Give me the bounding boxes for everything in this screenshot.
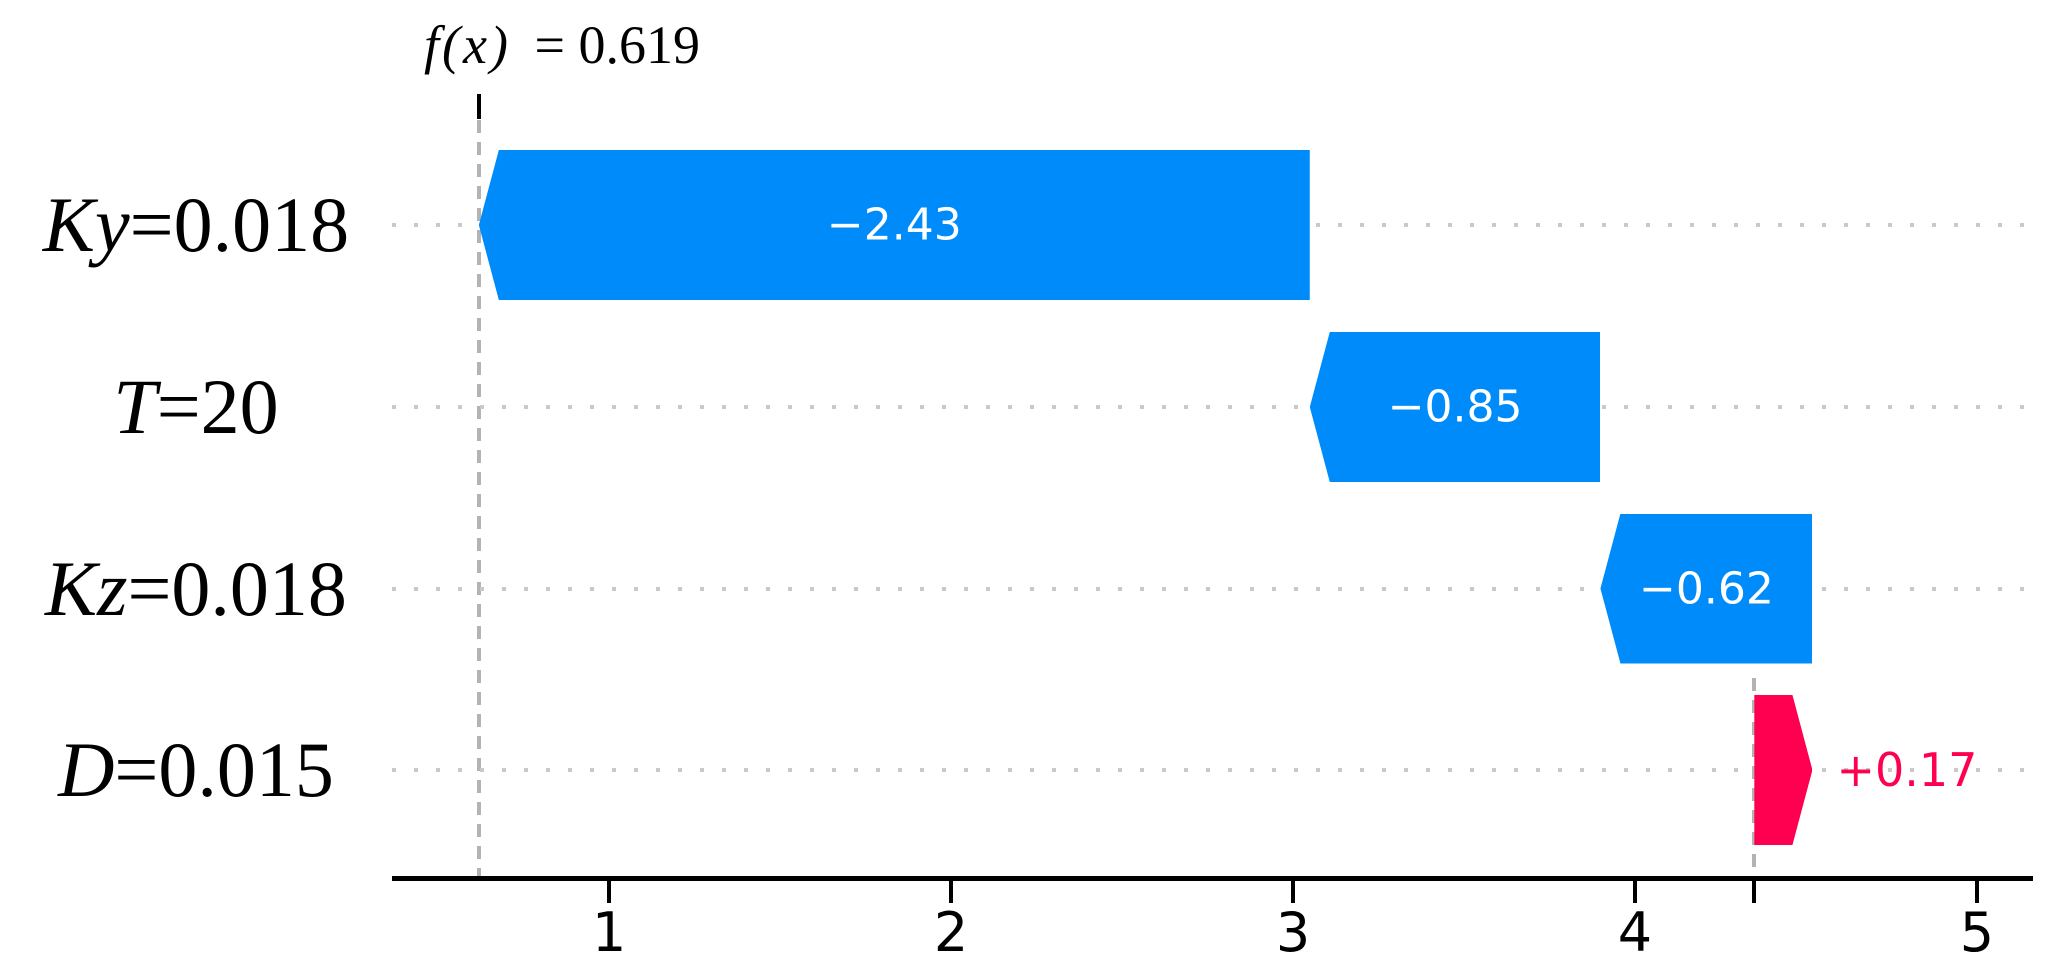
base-value-axis-tick <box>1752 881 1757 903</box>
bar-value-label-kz: −0.62 <box>1639 563 1774 614</box>
waterfall-bar-d <box>1754 695 1812 845</box>
x-tick-5 <box>1974 881 1979 903</box>
waterfall-bar-ky <box>478 150 1310 300</box>
x-tick-3 <box>1291 881 1296 903</box>
gridline-row-d <box>392 768 2033 772</box>
x-tick-4 <box>1632 881 1637 903</box>
feature-label-ky: Ky =0.018 <box>42 181 350 268</box>
x-tick-label-3: 3 <box>1275 901 1311 964</box>
bar-value-label-d: +0.17 <box>1836 743 1978 797</box>
feature-label-d: D =0.015 <box>58 726 334 813</box>
fx-top-tick <box>476 94 481 119</box>
fx-value: = 0.619 <box>534 15 700 75</box>
feature-label-kz: Kz =0.018 <box>45 544 347 632</box>
bar-value-label-ky: −2.43 <box>826 199 962 251</box>
fx-annotation: f(x) = 0.619 <box>424 14 700 76</box>
x-tick-1 <box>607 881 612 903</box>
x-axis-line <box>392 876 2033 881</box>
fx-expression: f(x) <box>424 15 511 75</box>
fx-dashed-line <box>476 120 481 876</box>
gridline-row-t <box>392 405 2033 409</box>
x-tick-label-5: 5 <box>1959 901 1995 964</box>
waterfall-bar-t <box>1309 332 1601 482</box>
bar-value-label-t: −0.85 <box>1387 381 1523 433</box>
x-tick-2 <box>949 881 954 903</box>
waterfall-bar-kz <box>1600 513 1813 664</box>
feature-label-t: T =20 <box>113 363 279 450</box>
x-tick-label-4: 4 <box>1617 901 1653 964</box>
x-tick-label-2: 2 <box>933 901 969 964</box>
x-tick-label-1: 1 <box>591 901 627 964</box>
gridline-row-kz <box>392 586 2033 591</box>
